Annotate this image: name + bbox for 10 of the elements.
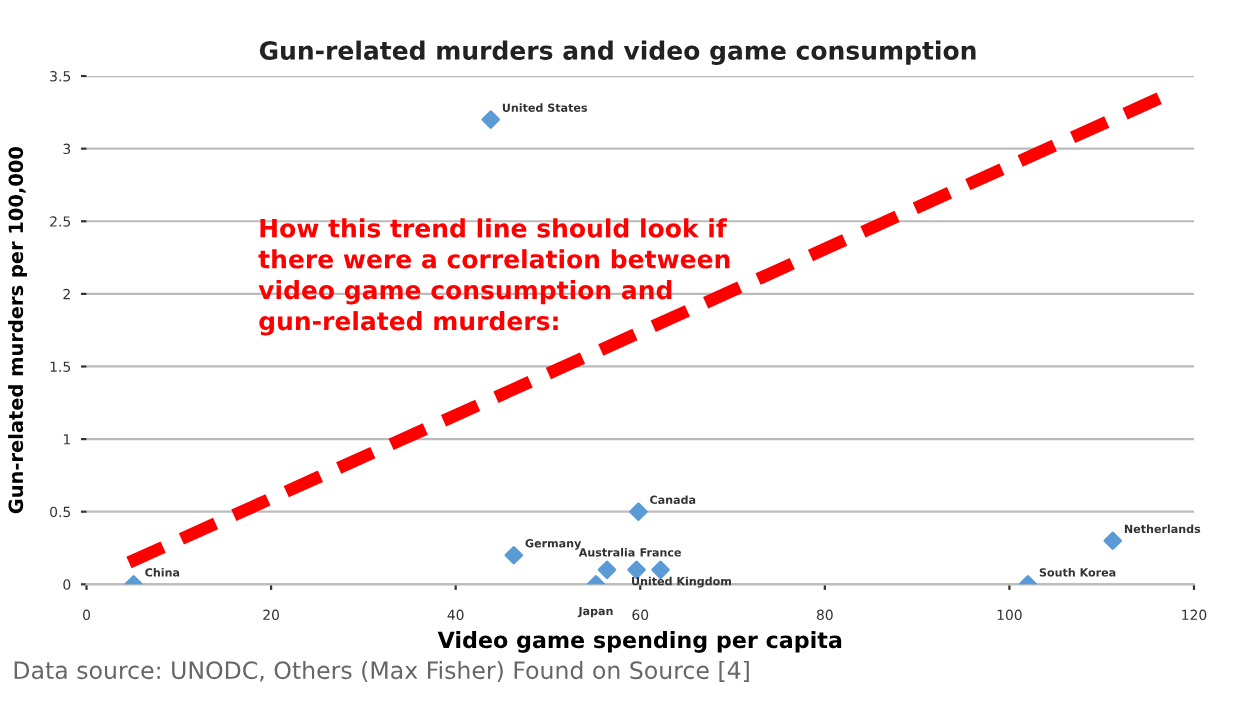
point [481,110,500,129]
annotation: How this trend line should look if there were a correlation between video game consumption and gun-related murders: [258,218,730,336]
source-note: Data source: UNODC, Others (Max Fisher) Found on Source [4] [14,660,749,682]
point [504,546,524,565]
chart-title: Gun-related murders and video game consumption [259,40,976,65]
y-axis-title: Gun-related murders per 100,000 [8,147,27,514]
point [629,502,648,521]
x-axis-title: Video game spending per capita [437,631,842,653]
point [597,560,617,580]
point [1103,531,1123,550]
